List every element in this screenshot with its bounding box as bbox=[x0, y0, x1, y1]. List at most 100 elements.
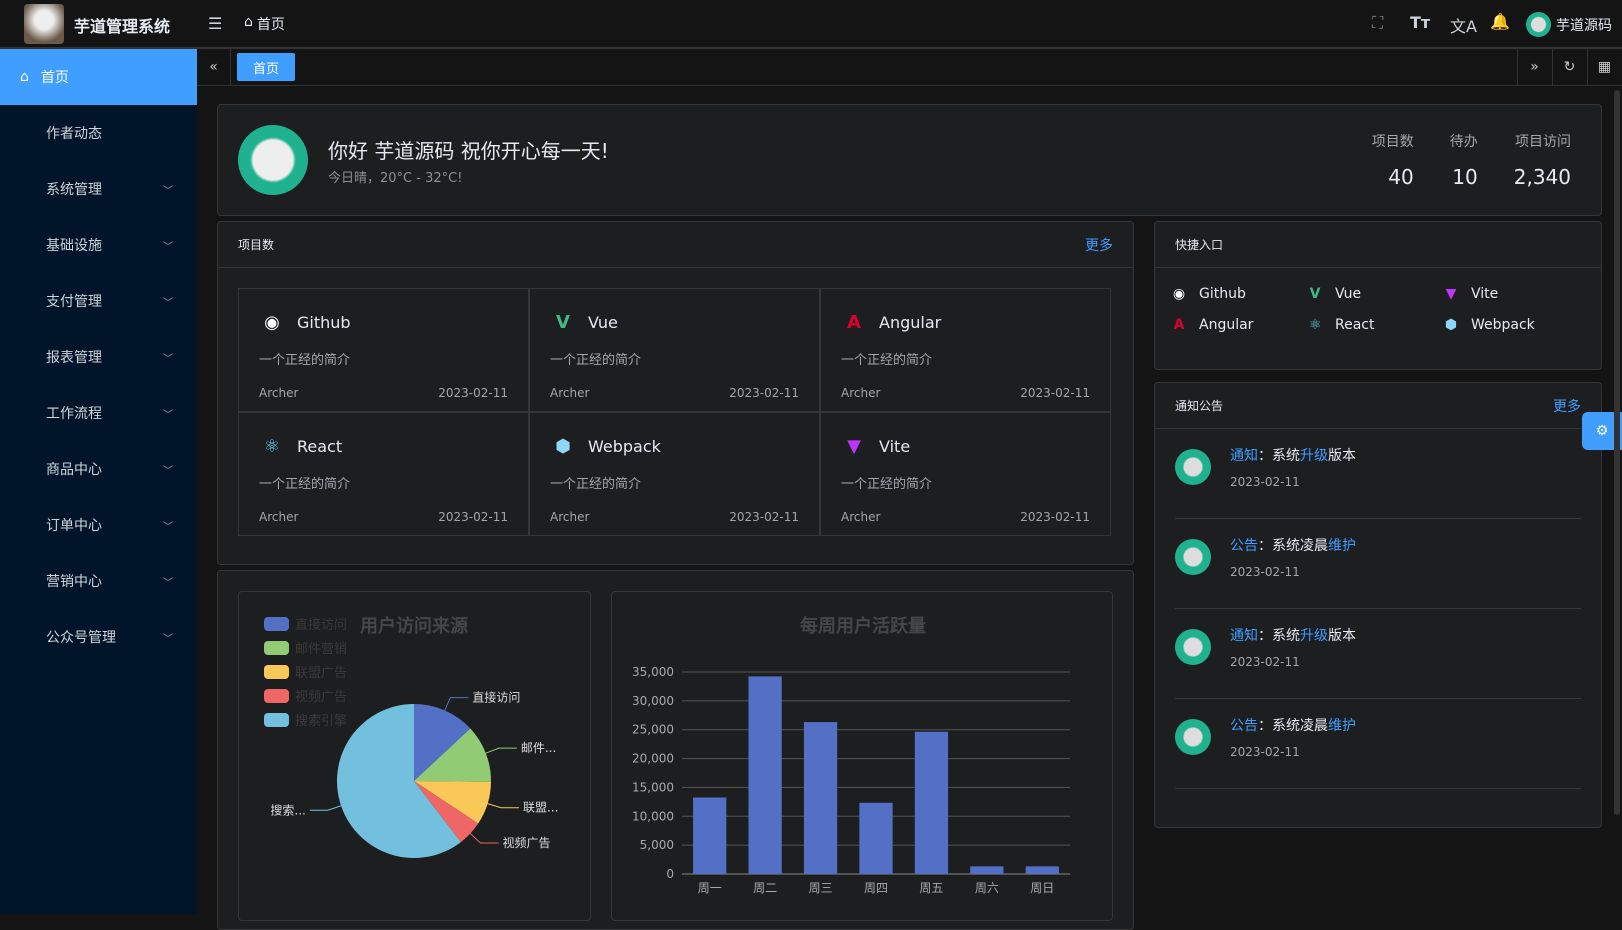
scrollbar[interactable] bbox=[1614, 90, 1620, 815]
projects-more-link[interactable]: 更多 bbox=[1085, 237, 1113, 254]
notices-card: 通知公告 更多 通知：系统升级版本 2023-02-11 公告：系统凌晨维护 2023-… bbox=[1154, 382, 1602, 828]
legend-label[interactable]: 邮件营销 bbox=[295, 642, 347, 657]
breadcrumb[interactable]: ⌂ 首页 bbox=[244, 14, 285, 34]
scroll-right-icon[interactable]: » bbox=[1517, 49, 1551, 85]
angular-icon: A bbox=[847, 311, 861, 333]
shortcut-label: Vite bbox=[1471, 286, 1499, 302]
project-card[interactable]: ◉ Github 一个正经的简介 Archer 2023-02-11 bbox=[238, 288, 529, 412]
shortcuts-title: 快捷入口 bbox=[1175, 238, 1224, 252]
y-tick-label: 35,000 bbox=[632, 665, 674, 679]
chevron-down-icon: ﹀ bbox=[163, 353, 173, 365]
sidebar-item[interactable]: 商品中心 ﹀ bbox=[0, 441, 197, 497]
notice-type[interactable]: 公告 bbox=[1230, 538, 1258, 554]
breadcrumb-home[interactable]: 首页 bbox=[256, 17, 285, 33]
chevron-down-icon: ﹀ bbox=[163, 521, 173, 533]
y-tick-label: 15,000 bbox=[632, 780, 674, 794]
sidebar-item[interactable]: 支付管理 ﹀ bbox=[0, 273, 197, 329]
user-avatar[interactable] bbox=[1526, 12, 1551, 37]
menu-fold-icon[interactable]: ☰ bbox=[208, 14, 223, 33]
pie-slice[interactable] bbox=[336, 704, 461, 858]
pie-label-line bbox=[444, 697, 469, 711]
notice-item[interactable]: 通知：系统升级版本 2023-02-11 bbox=[1175, 429, 1581, 519]
pie-label: 直接访问 bbox=[472, 690, 520, 705]
x-tick-label: 周四 bbox=[864, 881, 888, 895]
legend-swatch[interactable] bbox=[264, 665, 289, 679]
legend-label[interactable]: 视频广告 bbox=[295, 690, 347, 705]
y-tick-label: 20,000 bbox=[632, 752, 674, 766]
shortcut-label: Github bbox=[1199, 286, 1246, 302]
chevron-down-icon: ﹀ bbox=[163, 297, 173, 309]
shortcut-item[interactable]: ⚛ React bbox=[1307, 317, 1375, 333]
notice-text-end: 版本 bbox=[1328, 628, 1356, 644]
bar[interactable] bbox=[803, 722, 838, 874]
stat-projects: 项目数 40 bbox=[1371, 134, 1414, 189]
tab-home[interactable]: 首页 bbox=[237, 53, 296, 81]
project-desc: 一个正经的简介 bbox=[841, 353, 933, 368]
sidebar-item[interactable]: 营销中心 ﹀ bbox=[0, 553, 197, 609]
project-card[interactable]: ⚛ React 一个正经的简介 Archer 2023-02-11 bbox=[238, 412, 529, 536]
notice-type[interactable]: 通知 bbox=[1230, 628, 1258, 644]
legend-swatch[interactable] bbox=[264, 641, 289, 655]
pie-slice[interactable] bbox=[414, 781, 491, 824]
fullscreen-icon[interactable]: ⛶ bbox=[1372, 13, 1384, 32]
legend-swatch[interactable] bbox=[264, 689, 289, 703]
sidebar-item[interactable]: 基础设施 ﹀ bbox=[0, 217, 197, 273]
sidebar-item[interactable]: 订单中心 ﹀ bbox=[0, 497, 197, 553]
translate-icon[interactable]: 文A bbox=[1450, 17, 1477, 36]
scroll-left-icon[interactable]: « bbox=[197, 49, 231, 85]
shortcut-item[interactable]: ⬢ Webpack bbox=[1443, 317, 1535, 333]
notice-type[interactable]: 公告 bbox=[1230, 718, 1258, 734]
sidebar-item[interactable]: 系统管理 ﹀ bbox=[0, 161, 197, 217]
y-tick-label: 5,000 bbox=[640, 838, 674, 852]
bar[interactable] bbox=[859, 802, 893, 874]
project-date: 2023-02-11 bbox=[1020, 510, 1090, 524]
notices-more-link[interactable]: 更多 bbox=[1553, 398, 1581, 415]
bell-icon[interactable]: 🔔 bbox=[1490, 12, 1510, 31]
refresh-icon[interactable]: ↻ bbox=[1552, 49, 1586, 85]
bar[interactable] bbox=[914, 731, 949, 874]
shortcut-item[interactable]: ◉ Github bbox=[1171, 286, 1246, 302]
bar[interactable] bbox=[970, 866, 1004, 874]
legend-swatch[interactable] bbox=[264, 617, 289, 631]
legend-label[interactable]: 联盟广告 bbox=[295, 666, 347, 681]
welcome-card: 你好 芋道源码 祝你开心每一天! 今日晴，20°C - 32°C! 项目数 40 … bbox=[217, 104, 1602, 216]
sidebar-item[interactable]: 公众号管理 ﹀ bbox=[0, 609, 197, 665]
bar[interactable] bbox=[748, 676, 782, 874]
project-card[interactable]: V Vue 一个正经的简介 Archer 2023-02-11 bbox=[529, 288, 820, 412]
pie-slice[interactable] bbox=[414, 704, 471, 781]
bar[interactable] bbox=[1025, 866, 1059, 874]
sidebar-item[interactable]: ⌂ 首页 bbox=[0, 49, 197, 105]
sidebar-item[interactable]: 工作流程 ﹀ bbox=[0, 385, 197, 441]
project-card[interactable]: A Angular 一个正经的简介 Archer 2023-02-11 bbox=[820, 288, 1111, 412]
x-tick-label: 周五 bbox=[919, 881, 943, 895]
pie-slice[interactable] bbox=[414, 728, 491, 782]
notice-text: 系统凌晨 bbox=[1272, 538, 1328, 554]
font-size-icon[interactable]: Tт bbox=[1410, 13, 1431, 32]
grid-menu-icon[interactable]: ▦ bbox=[1587, 49, 1621, 85]
project-desc: 一个正经的简介 bbox=[550, 353, 642, 368]
project-card[interactable]: ⬢ Webpack 一个正经的简介 Archer 2023-02-11 bbox=[529, 412, 820, 536]
sidebar-item[interactable]: 报表管理 ﹀ bbox=[0, 329, 197, 385]
bar[interactable] bbox=[693, 797, 727, 874]
notice-item[interactable]: 通知：系统升级版本 2023-02-11 bbox=[1175, 609, 1581, 699]
project-card[interactable]: ▼ Vite 一个正经的简介 Archer 2023-02-11 bbox=[820, 412, 1111, 536]
user-name[interactable]: 芋道源码 bbox=[1556, 18, 1612, 34]
notice-text: 系统凌晨 bbox=[1272, 718, 1328, 734]
notices-title: 通知公告 bbox=[1175, 399, 1224, 413]
sidebar-item[interactable]: 作者动态 bbox=[0, 105, 197, 161]
project-author: Archer bbox=[550, 510, 590, 524]
legend-swatch[interactable] bbox=[264, 713, 289, 727]
notice-date: 2023-02-11 bbox=[1230, 745, 1300, 759]
sidebar: ⌂ 首页 作者动态 系统管理 ﹀ 基础设施 ﹀ 支付管理 ﹀ 报表管理 ﹀ 工作流程 ﹀ 商品中心 ﹀ 订单中… bbox=[0, 49, 197, 914]
shortcut-item[interactable]: V Vue bbox=[1307, 286, 1362, 302]
shortcut-item[interactable]: ▼ Vite bbox=[1443, 286, 1499, 302]
legend-label[interactable]: 直接访问 bbox=[295, 617, 347, 633]
notice-item[interactable]: 公告：系统凌晨维护 2023-02-11 bbox=[1175, 699, 1581, 789]
notice-item[interactable]: 公告：系统凌晨维护 2023-02-11 bbox=[1175, 519, 1581, 609]
sidebar-item-label: 报表管理 bbox=[46, 350, 102, 366]
tabs-bar: « 首页 » ↻ ▦ bbox=[197, 49, 1622, 86]
pie-slice[interactable] bbox=[414, 781, 479, 843]
shortcut-item[interactable]: A Angular bbox=[1171, 317, 1254, 333]
legend-label[interactable]: 搜索引擎 bbox=[295, 714, 347, 729]
notice-type[interactable]: 通知 bbox=[1230, 448, 1258, 464]
